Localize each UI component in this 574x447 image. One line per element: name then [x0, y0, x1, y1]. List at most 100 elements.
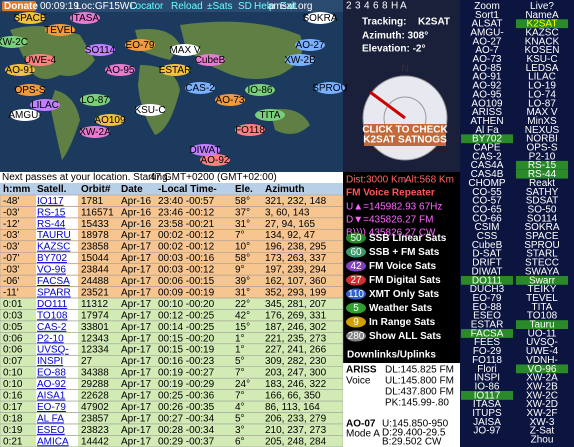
- filter-count[interactable]: 60: [350, 247, 362, 258]
- sat-label[interactable]: SPROU: [312, 83, 348, 94]
- sat-label[interactable]: TEVEL: [44, 25, 76, 36]
- table-cell: 12343: [81, 333, 109, 344]
- sat-label[interactable]: ESTAR: [159, 65, 192, 76]
- sat-label[interactable]: EO-79: [126, 40, 155, 51]
- sat-label[interactable]: AO109: [94, 115, 126, 126]
- sat-label[interactable]: AO-95: [106, 65, 135, 76]
- table-cell: 31°: [235, 219, 250, 230]
- sat-label[interactable]: AO-27: [296, 40, 325, 51]
- sat-label[interactable]: ITASA: [71, 13, 99, 24]
- table-cell: 22628: [81, 391, 109, 402]
- sat-label[interactable]: XW-2B: [284, 55, 316, 66]
- table-cell: 187, 246, 302: [265, 322, 327, 333]
- zoom-level[interactable]: A: [400, 1, 407, 12]
- sat-link[interactable]: DO111: [37, 299, 68, 310]
- sat-link[interactable]: P2-10: [37, 333, 64, 344]
- sat-label[interactable]: AMGU-: [8, 110, 41, 121]
- zoom-level[interactable]: 4: [364, 1, 370, 12]
- sat-label[interactable]: LILAC: [31, 100, 59, 111]
- sat-label[interactable]: XW-2C: [0, 37, 28, 48]
- filter-count[interactable]: 42: [350, 261, 362, 272]
- table-cell: 3°: [235, 425, 245, 436]
- filter-count[interactable]: 50: [350, 233, 362, 244]
- sat-label[interactable]: SOKRA: [302, 13, 337, 24]
- sat-link[interactable]: VO-96: [37, 265, 66, 276]
- sat-label[interactable]: LO-87: [81, 95, 109, 106]
- table-cell: 12334: [81, 345, 109, 356]
- table-header: Satell.: [37, 184, 67, 195]
- sat-list-item[interactable]: Zhou: [531, 435, 554, 446]
- sat-label[interactable]: FO118: [235, 125, 265, 136]
- filter-count[interactable]: 280: [348, 331, 365, 342]
- sat-label[interactable]: AO-73: [216, 95, 245, 106]
- sat-link[interactable]: FACSA: [37, 276, 70, 287]
- sat-link[interactable]: RS-44: [37, 219, 66, 230]
- sat-link[interactable]: INSPI: [37, 356, 63, 367]
- filter-label[interactable]: Show ALL Sats: [369, 331, 442, 342]
- table-cell: Apr-17: [121, 242, 151, 253]
- sat-link[interactable]: BY702: [37, 253, 67, 264]
- sat-link[interactable]: EO-79: [37, 402, 66, 413]
- table-cell: 00:25 -00:36: [158, 391, 215, 402]
- sat-label[interactable]: OPS-S: [14, 85, 45, 96]
- sat-link[interactable]: ESEO: [37, 425, 65, 436]
- sat-link[interactable]: CAS-2: [37, 322, 67, 333]
- sat-label[interactable]: TITA: [260, 110, 281, 121]
- top-link[interactable]: Locator: [130, 1, 164, 12]
- sat-label[interactable]: CAS-2: [185, 83, 215, 94]
- sat-link[interactable]: AISA1: [37, 391, 66, 402]
- filter-count[interactable]: 27: [350, 275, 362, 286]
- sat-label[interactable]: KSU-C: [134, 105, 165, 116]
- sat-label[interactable]: DIWAT: [189, 145, 220, 156]
- sat-link[interactable]: AMICA: [37, 436, 69, 447]
- table-cell: 47902: [81, 402, 109, 413]
- filter-label[interactable]: FM Voice Sats: [369, 261, 436, 272]
- filter-label[interactable]: XMT Only Sats: [369, 289, 439, 300]
- table-cell: 00:19 -00:29: [158, 379, 215, 390]
- filter-count[interactable]: 110: [348, 289, 364, 300]
- sat-label[interactable]: AO-92: [201, 155, 230, 166]
- sat-list-item[interactable]: JO-97: [473, 426, 501, 437]
- filter-label[interactable]: SSB Linear Sats: [369, 233, 447, 244]
- zoom-level[interactable]: 6: [373, 1, 379, 12]
- table-cell: 0:01: [3, 299, 23, 310]
- zoom-level[interactable]: 3: [355, 1, 361, 12]
- sat-link[interactable]: SPARR: [37, 287, 71, 298]
- sat-label[interactable]: CubeB: [195, 55, 226, 66]
- zoom-level[interactable]: 2: [346, 1, 352, 12]
- table-cell: 29288: [81, 379, 109, 390]
- sat-link[interactable]: EO-88: [37, 368, 66, 379]
- sat-label[interactable]: IO-86: [247, 85, 272, 96]
- sat-link[interactable]: AL FA: [37, 413, 64, 424]
- filter-label[interactable]: FM Digital Sats: [369, 275, 441, 286]
- sat-link[interactable]: KAZSC: [37, 242, 70, 253]
- satnogs-prompt[interactable]: K2SAT SATNOGS: [363, 135, 447, 146]
- sat-link[interactable]: AO-92: [37, 379, 66, 390]
- donate[interactable]: Donate: [4, 1, 38, 12]
- sat-link[interactable]: TAURU: [37, 230, 71, 241]
- table-cell: 7°: [235, 368, 245, 379]
- filter-label[interactable]: In Range Sats: [369, 317, 436, 328]
- table-cell: 166, 66, 350: [265, 391, 321, 402]
- filter-count[interactable]: 5: [353, 303, 359, 314]
- table-cell: 0:21: [3, 436, 23, 447]
- sat-label[interactable]: XW-2A: [79, 127, 111, 138]
- table-cell: -06': [3, 276, 19, 287]
- sat-link[interactable]: RS-15: [37, 207, 66, 218]
- filter-count[interactable]: 9: [353, 317, 359, 328]
- top-link[interactable]: ±Sats: [207, 1, 233, 12]
- zoom-level[interactable]: H: [391, 1, 398, 12]
- sat-label[interactable]: AO-91: [6, 65, 35, 76]
- top-link[interactable]: SD: [238, 1, 252, 12]
- table-cell: 23:58 -00:21: [158, 219, 215, 230]
- top-link[interactable]: Reload: [171, 1, 203, 12]
- sat-link[interactable]: TO108: [37, 310, 68, 321]
- sat-label[interactable]: SO114: [85, 45, 116, 56]
- table-cell: 1°: [235, 333, 245, 344]
- sat-link[interactable]: UVSQ-: [37, 345, 69, 356]
- filter-label[interactable]: Weather Sats: [369, 303, 433, 314]
- sat-label[interactable]: SPACE: [13, 13, 46, 24]
- filter-label[interactable]: SSB + FM Sats: [369, 247, 440, 258]
- sat-link[interactable]: IO117: [37, 196, 64, 207]
- zoom-level[interactable]: 8: [382, 1, 388, 12]
